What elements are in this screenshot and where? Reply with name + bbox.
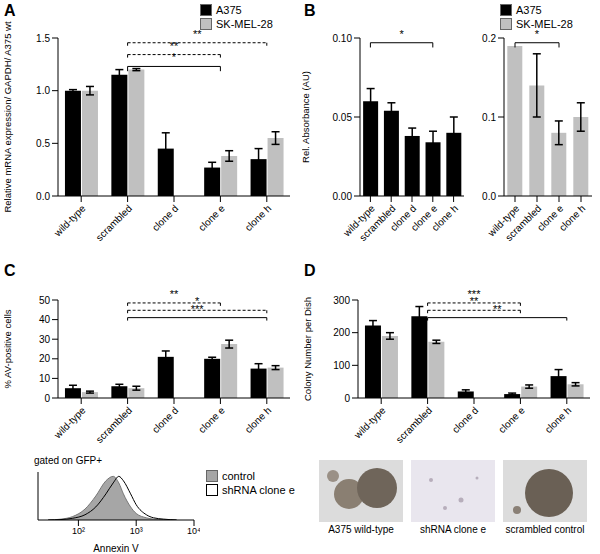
html-text:A: A <box>4 2 16 19</box>
svg-text:*: * <box>399 28 404 40</box>
svg-text:wild-type: wild-type <box>351 404 388 441</box>
svg-text:clone e: clone e <box>496 404 527 435</box>
svg-text:clone h: clone h <box>557 203 588 234</box>
svg-text:*: * <box>172 51 177 63</box>
svg-text:***: *** <box>191 303 205 315</box>
svg-text:10⁴: 10⁴ <box>187 526 200 536</box>
svg-text:10: 10 <box>39 373 51 384</box>
svg-text:0: 0 <box>44 393 50 404</box>
html-text:scrambled control: scrambled control <box>505 524 585 535</box>
svg-text:50: 50 <box>39 295 51 306</box>
svg-text:0.5: 0.5 <box>36 138 50 149</box>
svg-text:Rel. Absorbance (AU): Rel. Absorbance (AU) <box>302 71 311 163</box>
svg-text:clone e: clone e <box>534 202 566 234</box>
html-text:C: C <box>4 262 16 279</box>
html-text:gated on GFP+: gated on GFP+ <box>34 455 103 466</box>
svg-text:20: 20 <box>39 353 51 364</box>
svg-text:10³: 10³ <box>130 526 143 536</box>
svg-text:0.2: 0.2 <box>482 33 496 44</box>
svg-text:0.00: 0.00 <box>333 191 353 202</box>
svg-text:300: 300 <box>333 295 350 306</box>
svg-text:clone d: clone d <box>150 203 181 234</box>
svg-text:wild-type: wild-type <box>485 202 522 239</box>
svg-text:scrambled: scrambled <box>357 202 398 244</box>
svg-text:clone h: clone h <box>429 203 460 234</box>
svg-text:0.05: 0.05 <box>333 112 353 123</box>
svg-text:1.0: 1.0 <box>36 85 50 96</box>
html-text:SK-MEL-28: SK-MEL-28 <box>216 18 273 30</box>
svg-text:0.10: 0.10 <box>333 33 353 44</box>
svg-text:clone e: clone e <box>196 404 227 435</box>
html-text:A375: A375 <box>516 4 542 16</box>
html-text:D: D <box>304 262 316 279</box>
svg-text:Colony Number per Dish: Colony Number per Dish <box>304 297 313 401</box>
svg-text:clone d: clone d <box>150 405 181 436</box>
html-text:SK-MEL-28: SK-MEL-28 <box>516 18 573 30</box>
html-text:A375: A375 <box>216 4 242 16</box>
svg-text:10²: 10² <box>72 526 85 536</box>
svg-text:clone d: clone d <box>450 405 481 436</box>
svg-text:clone e: clone e <box>408 202 440 234</box>
svg-text:100: 100 <box>333 360 350 371</box>
svg-text:scrambled: scrambled <box>94 405 134 445</box>
html-text:shRNA clone e: shRNA clone e <box>222 484 295 496</box>
html-text:A375 wild-type: A375 wild-type <box>328 524 394 535</box>
svg-text:**: ** <box>493 303 502 315</box>
svg-text:scrambled: scrambled <box>94 203 134 243</box>
svg-text:Annexin V: Annexin V <box>93 543 139 552</box>
svg-text:% AV-positive cells: % AV-positive cells <box>8 309 13 388</box>
svg-text:0.0: 0.0 <box>36 191 50 202</box>
svg-text:40: 40 <box>39 314 51 325</box>
html-text:control: control <box>222 470 255 482</box>
svg-text:200: 200 <box>333 327 350 338</box>
svg-text:**: ** <box>470 295 479 307</box>
svg-text:**: ** <box>170 288 179 300</box>
svg-text:30: 30 <box>39 334 51 345</box>
svg-text:scrambled: scrambled <box>503 202 544 244</box>
svg-text:0.0: 0.0 <box>482 191 496 202</box>
svg-text:clone d: clone d <box>387 202 419 234</box>
svg-text:clone h: clone h <box>543 405 574 436</box>
svg-text:scrambled: scrambled <box>394 405 434 445</box>
svg-text:0: 0 <box>344 393 350 404</box>
svg-text:clone h: clone h <box>243 203 274 234</box>
html-text:shRNA clone e: shRNA clone e <box>419 524 487 535</box>
svg-text:**: ** <box>170 40 179 52</box>
svg-text:1.5: 1.5 <box>36 33 50 44</box>
svg-text:wild-type: wild-type <box>341 202 377 239</box>
html-text:B: B <box>304 2 316 19</box>
svg-text:0.1: 0.1 <box>482 112 496 123</box>
svg-text:clone h: clone h <box>243 405 274 436</box>
svg-text:clone e: clone e <box>196 202 227 233</box>
svg-text:Relative mRNA expression/ GAPD: Relative mRNA expression/ GAPDH/ A375 wt <box>8 21 13 212</box>
svg-text:wild-type: wild-type <box>51 404 88 441</box>
svg-text:wild-type: wild-type <box>51 202 88 239</box>
